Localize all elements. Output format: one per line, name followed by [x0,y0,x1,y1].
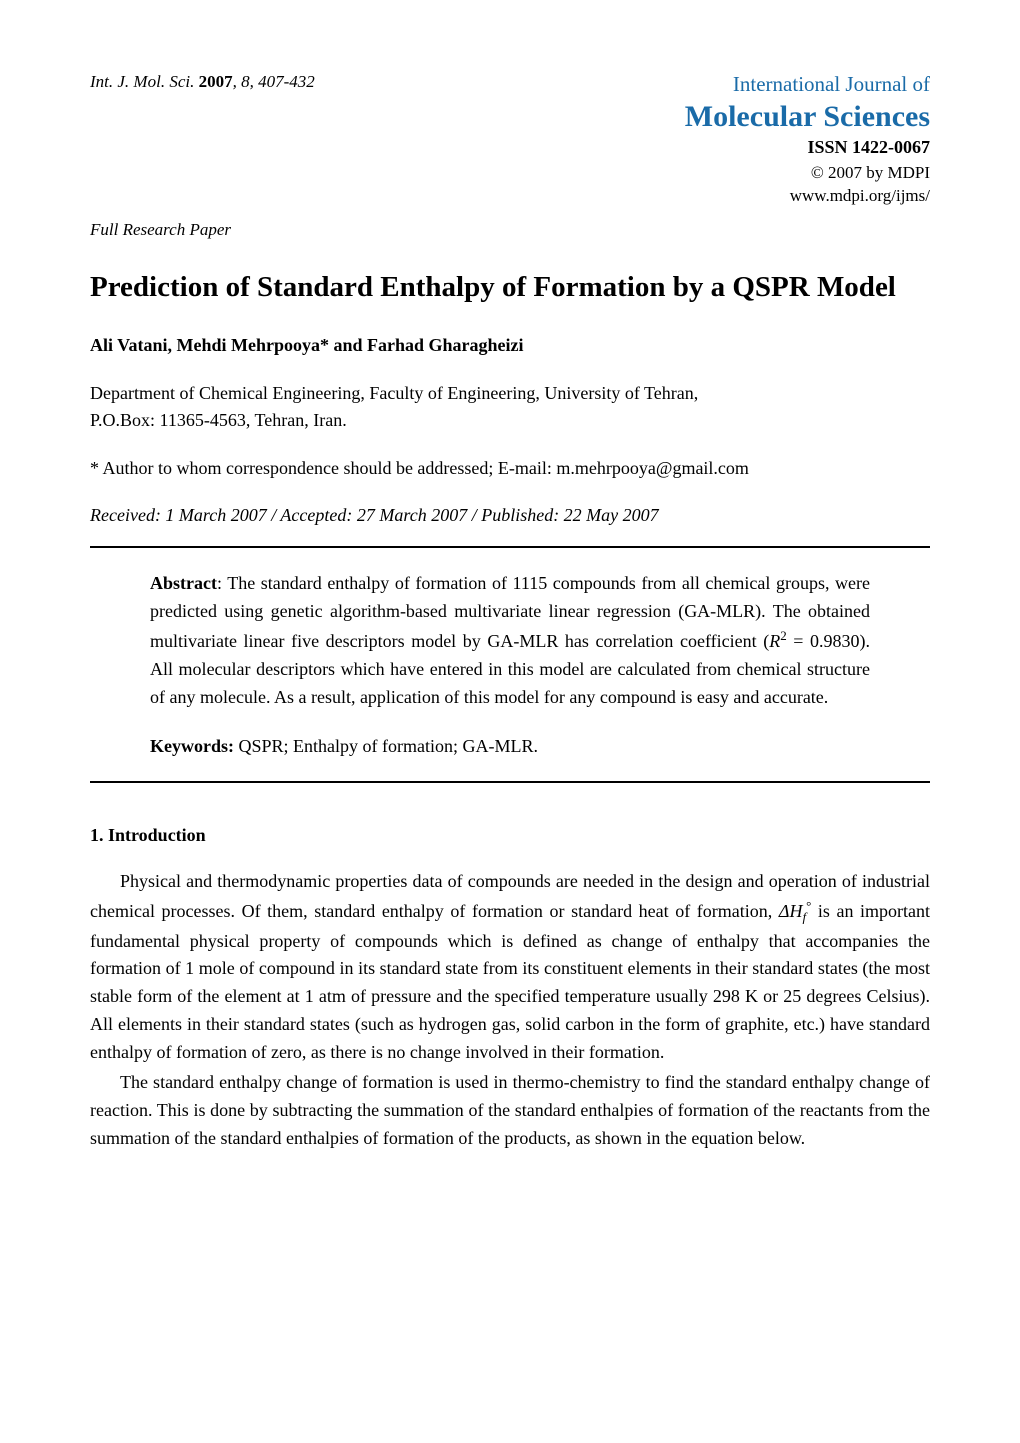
keywords-text: QSPR; Enthalpy of formation; GA-MLR. [234,736,538,756]
abstract-label: Abstract [150,573,217,593]
intro-paragraph-2: The standard enthalpy change of formatio… [90,1069,930,1153]
abstract-text-1: : The standard enthalpy of formation of … [150,573,870,651]
r-squared-var: R [769,631,780,651]
journal-ref-vol: 8 [241,72,250,91]
affiliation-line-1: Department of Chemical Engineering, Facu… [90,380,930,407]
abstract: Abstract: The standard enthalpy of forma… [90,548,930,733]
intro-paragraph-1: Physical and thermodynamic properties da… [90,868,930,1067]
journal-ref-prefix: Int. J. Mol. Sci. [90,72,194,91]
journal-copyright: © 2007 by MDPI [685,161,930,185]
header: Int. J. Mol. Sci. 2007, 8, 407-432 Inter… [90,70,930,208]
section-heading-intro: 1. Introduction [90,823,930,848]
r-squared-value: = 0.9830 [787,631,860,651]
journal-intl-line: International Journal of [685,70,930,99]
affiliation-line-2: P.O.Box: 11365-4563, Tehran, Iran. [90,407,930,434]
journal-title: Molecular Sciences [685,99,930,135]
paper-type: Full Research Paper [90,218,930,242]
publication-dates: Received: 1 March 2007 / Accepted: 27 Ma… [90,503,930,528]
intro-para1-b: is an important fundamental physical pro… [90,901,930,1062]
journal-reference: Int. J. Mol. Sci. 2007, 8, 407-432 [90,70,315,94]
correspondence: * Author to whom correspondence should b… [90,456,930,481]
journal-url: www.mdpi.org/ijms/ [685,184,930,208]
journal-info: International Journal of Molecular Scien… [685,70,930,208]
journal-ref-year: 2007 [199,72,233,91]
keywords-label: Keywords: [150,736,234,756]
affiliation: Department of Chemical Engineering, Facu… [90,380,930,434]
section-rule [90,781,930,783]
authors: Ali Vatani, Mehdi Mehrpooya* and Farhad … [90,333,930,358]
delta-h-var: ΔH [779,901,803,921]
paper-title: Prediction of Standard Enthalpy of Forma… [90,267,930,308]
journal-issn: ISSN 1422-0067 [685,135,930,160]
keywords: Keywords: QSPR; Enthalpy of formation; G… [90,734,930,781]
journal-ref-pages: 407-432 [258,72,315,91]
